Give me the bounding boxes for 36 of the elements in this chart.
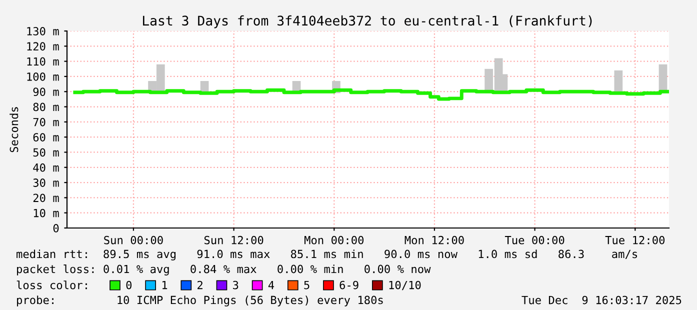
y-tick-label: 70 m	[33, 118, 59, 126]
y-tick-label: 90 m	[33, 88, 59, 96]
y-axis-title: Seconds	[10, 107, 18, 152]
y-tick-label: 130 m	[27, 27, 59, 36]
legend-label: 6-9	[340, 280, 358, 290]
x-tick-label: Tue 00:00	[504, 236, 564, 244]
y-tick-label: 110 m	[27, 57, 59, 66]
x-tick-label: Mon 00:00	[304, 236, 364, 244]
legend-label: 0	[126, 280, 132, 290]
y-tick-label: 0	[53, 224, 59, 232]
x-tick-label: Mon 12:00	[404, 236, 464, 244]
bar	[614, 70, 623, 94]
legend-label: 1	[162, 280, 168, 290]
text: median rtt: 89.5 ms avg 91.0 ms max 85.1 ms min 90.0 ms now 1.0 ms sd 86.3 am/s	[16, 250, 638, 260]
legend-label: 4	[268, 280, 274, 290]
x-tick-label: Sun 00:00	[104, 236, 163, 244]
text: Tue Dec 9 16:03:17 2025	[522, 296, 682, 304]
chart-title: Last 3 Days from 3f4104eeb372 to eu-central-1 (Frankfurt)	[142, 15, 592, 28]
x-tick-label: Sun 12:00	[204, 236, 264, 244]
legend-label: 5	[304, 280, 310, 290]
legend-label: 3	[233, 280, 238, 290]
y-tick-label: 60 m	[33, 133, 59, 142]
y-tick-label: 50 m	[33, 148, 59, 157]
y-tick-label: 80 m	[33, 102, 59, 112]
text: packet loss: 0.01 % avg 0.84 % max 0.00 % min 0.00 % now	[17, 264, 431, 276]
legend-title: loss color:	[16, 280, 87, 290]
legend-label: 2	[198, 280, 202, 290]
legend-label: 10/10	[389, 280, 421, 290]
text: probe: 10 ICMP Echo Pings (56 Bytes) every 180s	[17, 296, 383, 306]
y-tick-label: 10 m	[34, 208, 59, 218]
y-tick-label: 20 m	[33, 194, 59, 202]
y-tick-label: 40 m	[33, 163, 59, 172]
y-tick-label: 30 m	[33, 178, 59, 187]
x-tick-label: Tue 12:00	[605, 236, 665, 244]
y-tick-label: 100 m	[27, 72, 59, 81]
y-tick-label: 120 m	[27, 42, 59, 51]
